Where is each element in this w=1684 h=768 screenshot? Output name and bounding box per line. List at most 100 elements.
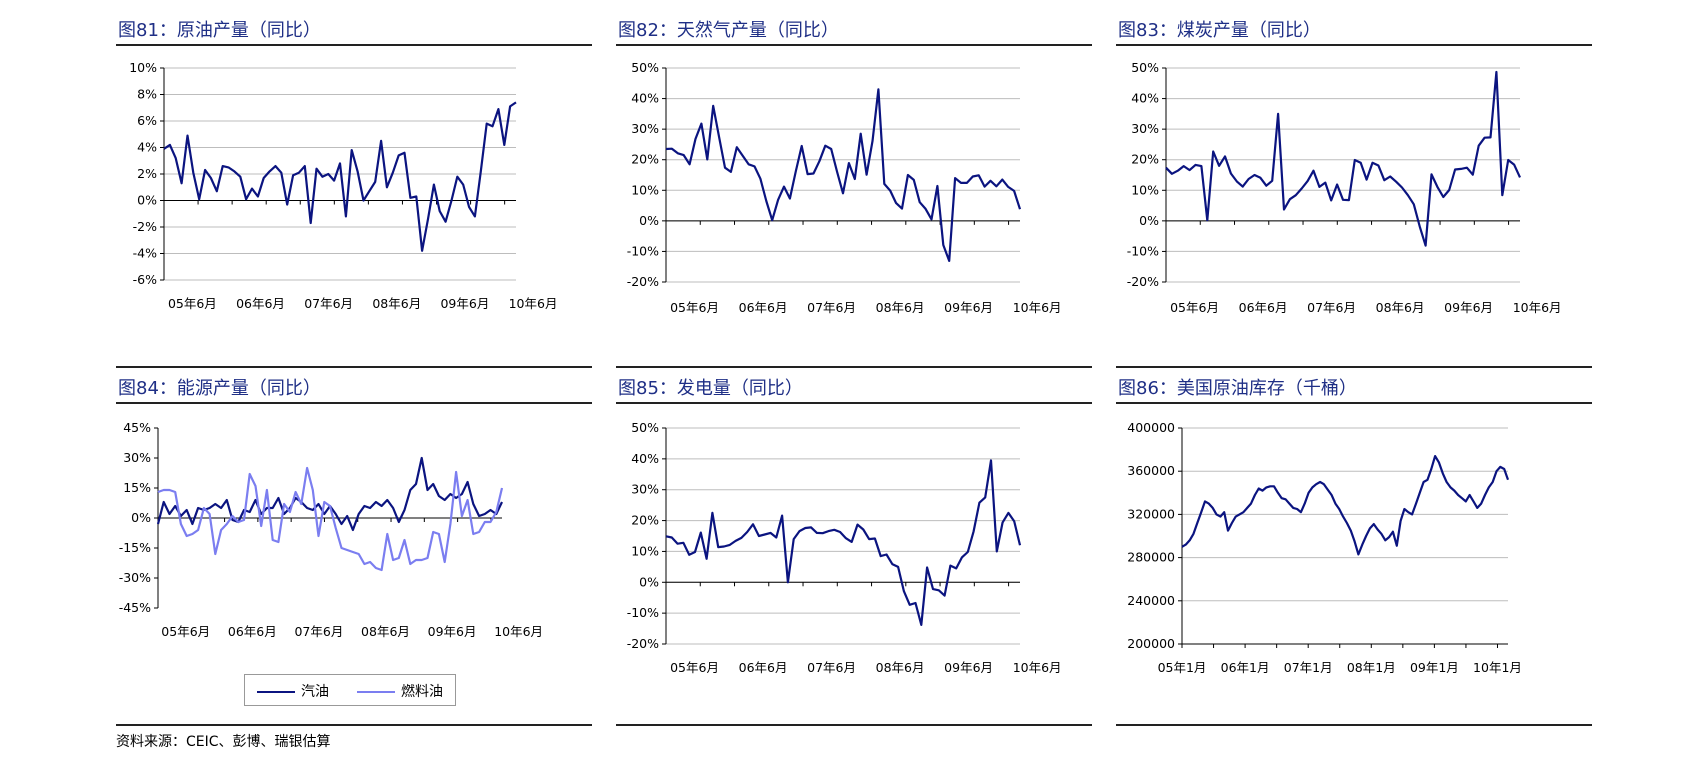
y-tick-label: 280000 (1127, 550, 1175, 565)
x-tick-label: 08年6月 (876, 660, 925, 675)
x-tick-label: 09年1月 (1410, 660, 1459, 675)
y-tick-label: 10% (129, 60, 157, 75)
y-tick-label: 10% (1131, 182, 1159, 197)
x-tick-label: 10年6月 (1513, 300, 1562, 315)
x-tick-label: 06年6月 (228, 624, 277, 639)
panel-divider (116, 366, 592, 368)
y-tick-label: 30% (631, 121, 659, 136)
chart-title: 图81：原油产量（同比） (116, 20, 592, 46)
x-tick-label: 10年6月 (1013, 300, 1062, 315)
y-tick-label: 0% (639, 213, 659, 228)
legend-label: 汽油 (301, 684, 329, 700)
x-tick-label: 07年6月 (807, 660, 856, 675)
x-tick-label: 09年6月 (440, 296, 489, 311)
panel-divider (1116, 724, 1592, 726)
x-tick-label: 06年6月 (236, 296, 285, 311)
series-line-0 (1165, 70, 1521, 247)
y-tick-label: -10% (627, 243, 659, 258)
y-tick-label: -2% (133, 219, 157, 234)
series-line-1 (157, 466, 504, 572)
x-tick-label: 05年6月 (161, 624, 210, 639)
x-tick-label: 05年6月 (670, 300, 719, 315)
y-tick-label: 30% (1131, 121, 1159, 136)
x-tick-label: 10年6月 (509, 296, 558, 311)
y-tick-label: 4% (137, 140, 157, 155)
chart-panel-fig83: 图83：煤炭产量（同比） -20% -10% 0% 10% 20% 30% 40% 50% 05… (1116, 20, 1592, 368)
x-tick-label: 06年1月 (1221, 660, 1270, 675)
y-tick-label: 0% (137, 193, 157, 208)
x-tick-label: 08年1月 (1347, 660, 1396, 675)
y-tick-label: -4% (133, 246, 157, 261)
y-tick-label: 30% (631, 482, 659, 497)
y-tick-label: -20% (627, 274, 659, 289)
source-note: 资料来源：CEIC、彭博、瑞银估算 (116, 734, 331, 750)
legend-swatch (357, 691, 395, 693)
y-tick-label: 0% (1139, 213, 1159, 228)
y-tick-label: -45% (119, 600, 151, 615)
y-tick-label: 40% (631, 91, 659, 106)
x-tick-label: 09年6月 (1444, 300, 1493, 315)
chart-title: 图82：天然气产量（同比） (616, 20, 1092, 46)
x-tick-label: 08年6月 (361, 624, 410, 639)
legend-swatch (257, 691, 295, 693)
chart-title: 图86：美国原油库存（千桶） (1116, 378, 1592, 404)
chart-fig83: -20% -10% 0% 10% 20% 30% 40% 50% 05年6月 06年6月 07年6月… (1127, 60, 1562, 315)
y-tick-label: 50% (631, 60, 659, 75)
x-tick-label: 10年1月 (1473, 660, 1522, 675)
panel-divider (616, 366, 1092, 368)
x-tick-label: 08年6月 (876, 300, 925, 315)
x-tick-label: 09年6月 (944, 300, 993, 315)
chart-title: 图85：发电量（同比） (616, 378, 1092, 404)
series-line-0 (665, 88, 1022, 262)
chart-panel-fig82: 图82：天然气产量（同比） -20% -10% 0% 10% 20% 30% 40% 50% 0… (616, 20, 1092, 368)
x-tick-label: 06年6月 (739, 660, 788, 675)
x-tick-label: 05年1月 (1158, 660, 1207, 675)
y-tick-label: 8% (137, 87, 157, 102)
y-tick-label: -15% (119, 540, 151, 555)
y-tick-label: 6% (137, 113, 157, 128)
chart-title: 图84：能源产量（同比） (116, 378, 592, 404)
y-tick-label: -6% (133, 272, 157, 287)
chart-fig86: 200000 240000 280000 320000 360000 400000 05年1… (1127, 420, 1522, 675)
y-tick-label: -20% (1127, 274, 1159, 289)
x-tick-label: 06年6月 (739, 300, 788, 315)
y-tick-label: 240000 (1127, 593, 1175, 608)
x-tick-label: 07年6月 (1307, 300, 1356, 315)
y-tick-label: 10% (631, 543, 659, 558)
x-tick-label: 09年6月 (944, 660, 993, 675)
x-tick-label: 05年6月 (670, 660, 719, 675)
chart-fig84: -45% -30% -15% 0% 15% 30% 45% 05年6月 06年6月 07年6月 08… (119, 420, 543, 639)
y-tick-label: 50% (631, 420, 659, 435)
x-tick-label: 10年6月 (1013, 660, 1062, 675)
x-tick-label: 07年6月 (807, 300, 856, 315)
legend-item-fuel-oil: 燃料油 (357, 681, 443, 701)
chart-fig85: -20% -10% 0% 10% 20% 30% 40% 50% 05年6月 06年6月 07年6月… (627, 420, 1062, 675)
y-tick-label: 15% (123, 480, 151, 495)
legend-label: 燃料油 (401, 684, 443, 700)
panel-divider (116, 724, 592, 726)
y-tick-label: 10% (631, 182, 659, 197)
y-tick-label: 45% (123, 420, 151, 435)
chart-legend: 汽油 燃料油 (244, 674, 456, 706)
legend-item-gasoline: 汽油 (257, 681, 329, 701)
y-tick-label: 20% (631, 152, 659, 167)
y-tick-label: 400000 (1127, 420, 1175, 435)
y-tick-label: -20% (627, 636, 659, 651)
x-tick-label: 10年6月 (494, 624, 543, 639)
chart-panel-fig86: 图86：美国原油库存（千桶） 200000 240000 280000 320000 3… (1116, 378, 1592, 726)
x-tick-label: 09年6月 (428, 624, 477, 639)
y-tick-label: -10% (1127, 243, 1159, 258)
chart-title: 图83：煤炭产量（同比） (1116, 20, 1592, 46)
chart-panel-fig81: 图81：原油产量（同比） -6% -4% -2% 0% 2% 4% 6% 8% 10% 05年6月… (116, 20, 592, 368)
y-tick-label: 200000 (1127, 636, 1175, 651)
y-tick-label: 40% (1131, 91, 1159, 106)
x-tick-label: 05年6月 (1170, 300, 1219, 315)
x-tick-label: 06年6月 (1239, 300, 1288, 315)
x-tick-label: 07年1月 (1284, 660, 1333, 675)
x-tick-label: 07年6月 (294, 624, 343, 639)
y-tick-label: 30% (123, 450, 151, 465)
series-line-0 (665, 459, 1022, 626)
y-tick-label: 40% (631, 451, 659, 466)
x-tick-label: 08年6月 (1376, 300, 1425, 315)
series-line-0 (1181, 454, 1510, 556)
